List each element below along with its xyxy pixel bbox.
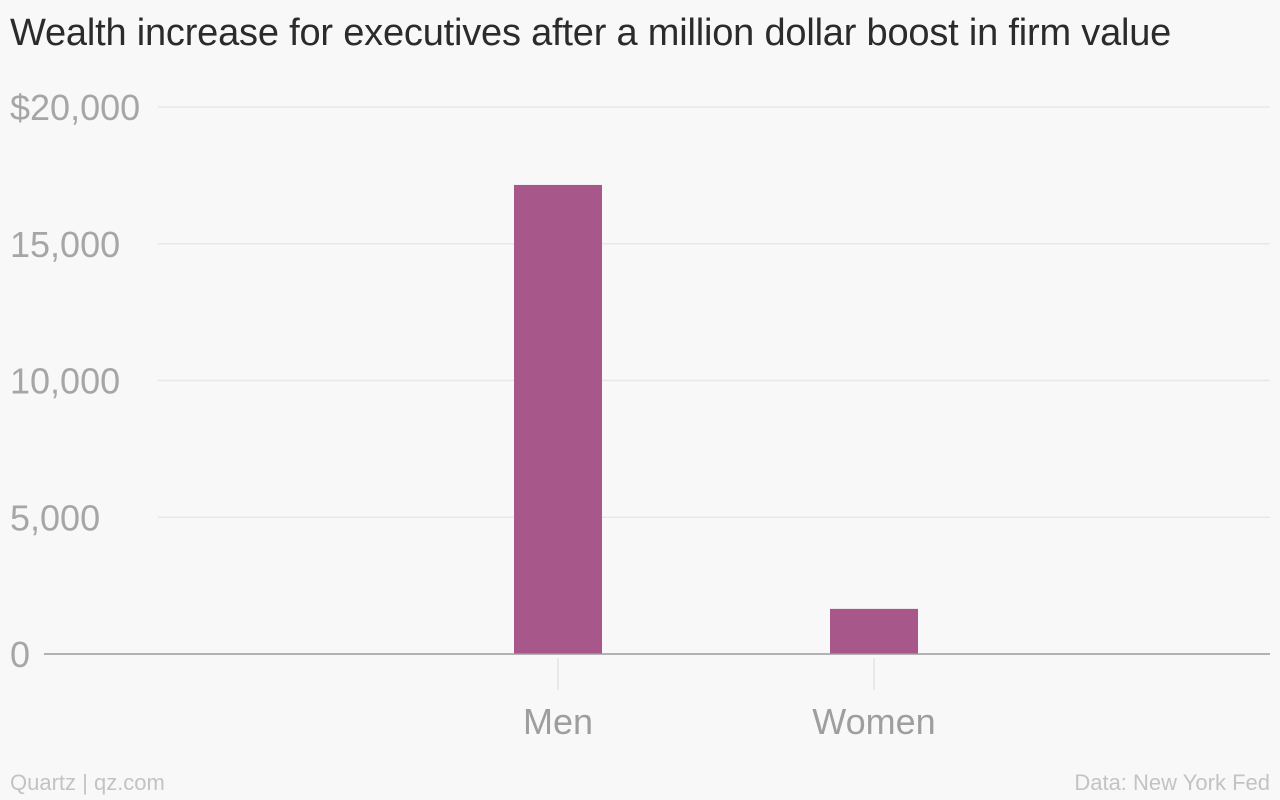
y-tick-label: $20,000 bbox=[10, 87, 140, 128]
y-tick-label: 15,000 bbox=[10, 224, 120, 265]
x-tick-label: Men bbox=[523, 701, 593, 742]
y-tick-label: 5,000 bbox=[10, 497, 100, 538]
y-axis-tick-labels: 0 5,000 10,000 15,000 $20,000 bbox=[10, 87, 140, 675]
bar-men bbox=[514, 184, 602, 654]
bar-women bbox=[830, 608, 918, 654]
grid-lines bbox=[158, 106, 1270, 518]
footer-source-right: Data: New York Fed bbox=[1074, 770, 1270, 795]
bars bbox=[514, 184, 918, 654]
y-tick-label: 10,000 bbox=[10, 361, 120, 402]
chart-title: Wealth increase for executives after a m… bbox=[10, 12, 1172, 54]
y-tick-label: 0 bbox=[10, 634, 30, 675]
x-tick-label: Women bbox=[812, 701, 935, 742]
footer-source-left: Quartz | qz.com bbox=[10, 770, 165, 795]
x-axis-ticks: Men Women bbox=[523, 658, 936, 742]
